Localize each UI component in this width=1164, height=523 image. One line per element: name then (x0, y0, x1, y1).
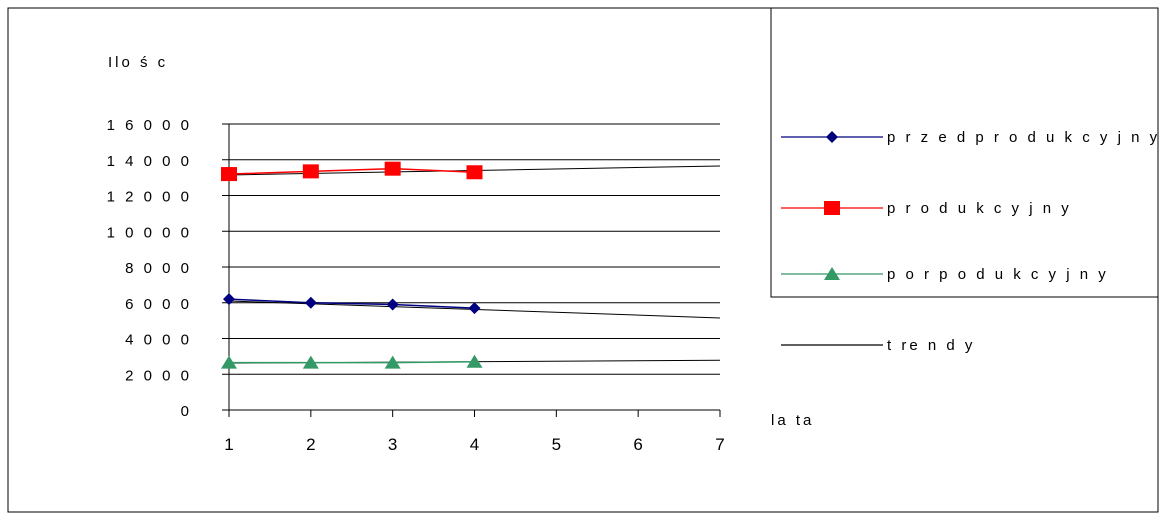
legend-swatch-marker (824, 201, 840, 215)
y-tick-label: 8 0 0 0 (125, 260, 192, 277)
porpodukcyjny-point (384, 355, 401, 369)
series-porpodukcyjny (221, 354, 483, 369)
axes: 0 2 0 0 0 4 0 0 0 6 0 0 0 8 0 0 0 1 0 0 0 0 1 … (107, 117, 725, 454)
produkcyjny-point (384, 161, 401, 176)
porpodukcyjny-point (221, 355, 237, 369)
przedprodukcyjny-point (223, 293, 235, 306)
legend-label: p r o d u k c y j n y (887, 200, 1072, 217)
legend-item: t re n d y (781, 337, 975, 354)
legend-frame (770, 7, 1159, 298)
grid-lines (229, 123, 720, 375)
legend-label: t re n d y (887, 337, 975, 354)
legend-swatch-marker (824, 267, 840, 280)
y-tick-label: 4 0 0 0 (125, 332, 192, 349)
y-tick-label: 2 0 0 0 (125, 367, 192, 384)
y-tick-label: 1 2 0 0 0 (107, 189, 192, 206)
y-tick-label: 1 6 0 0 0 (107, 117, 192, 134)
legend-item: p o r p o d u k c y j n y (781, 266, 1109, 283)
legend-item: p r o d u k c y j n y (781, 200, 1072, 217)
y-axis-title: Ilo ś c (108, 54, 168, 71)
legend-swatch-marker (826, 131, 838, 143)
porpodukcyjny-point (466, 354, 483, 368)
series-przedprodukcyjny (223, 293, 481, 315)
x-tick-label: 3 (388, 435, 397, 454)
porpodukcyjny-point (302, 355, 319, 369)
x-axis-title: la ta (771, 412, 814, 429)
x-tick-label: 4 (470, 435, 479, 454)
produkcyjny-point (221, 167, 237, 182)
produkcyjny-point (466, 165, 483, 180)
x-tick-label: 6 (633, 435, 642, 454)
y-tick-label: 6 0 0 0 (125, 296, 192, 313)
x-tick-label: 1 (224, 435, 233, 454)
x-tick-label: 7 (715, 435, 724, 454)
porpodukcyjny-line (229, 360, 475, 364)
y-tick-label: 0 (181, 403, 192, 420)
przedprodukcyjny-line (228, 298, 475, 309)
legend-item: p r z e d p r o d u k c y j n y (781, 129, 1160, 146)
przedprodukcyjny-point (386, 298, 399, 311)
x-tick-label: 2 (306, 435, 315, 454)
produkcyjny-line (228, 167, 475, 175)
y-tick-label: 1 0 0 0 0 (107, 224, 192, 241)
legend-label: p o r p o d u k c y j n y (887, 266, 1109, 283)
legend: p r z e d p r o d u k c y j n y p r o d u… (781, 129, 1160, 354)
data-series (221, 161, 483, 369)
produkcyjny-point (302, 164, 319, 179)
x-tick-label: 5 (552, 435, 561, 454)
legend-label: p r z e d p r o d u k c y j n y (887, 129, 1160, 146)
y-tick-label: 1 4 0 0 0 (107, 153, 192, 170)
series-produkcyjny (221, 161, 483, 182)
przedprodukcyjny-point (468, 302, 481, 315)
przedprodukcyjny-point (304, 296, 317, 309)
